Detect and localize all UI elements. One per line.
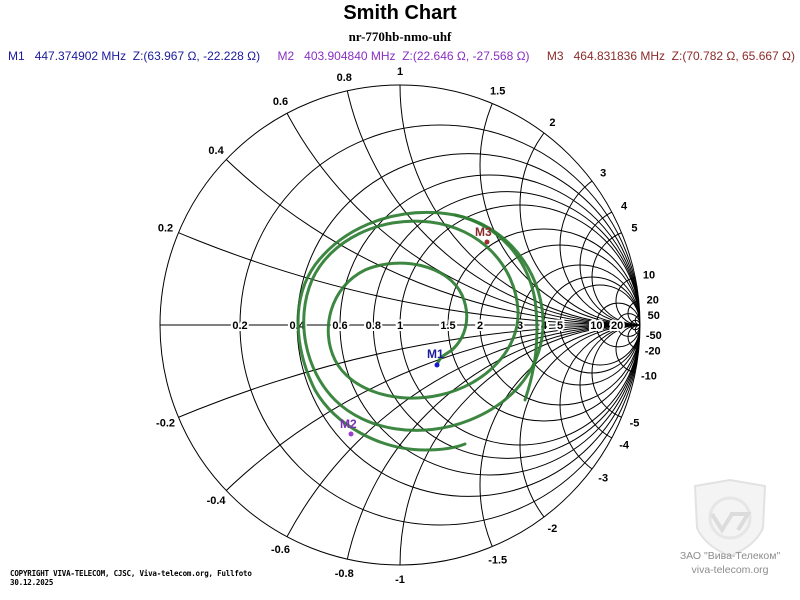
svg-text:-0.4: -0.4 [207, 495, 227, 507]
marker-m2[interactable]: M2 [340, 417, 357, 437]
svg-text:50: 50 [648, 310, 660, 322]
marker-frequency: 403.904840 MHz [304, 49, 396, 63]
svg-text:-20: -20 [645, 345, 661, 357]
svg-text:0.8: 0.8 [366, 320, 381, 332]
watermark-company: ЗАО "Вива-Телеком" [679, 550, 781, 562]
marker-impedance: Z:(70.782 Ω, 65.667 Ω) [671, 49, 796, 63]
marker-readout-m2: M2 403.904840 MHz Z:(22.646 Ω, -27.568 Ω… [277, 49, 532, 63]
svg-text:5: 5 [631, 222, 637, 234]
svg-text:-3: -3 [598, 472, 608, 484]
marker-frequency: 447.374902 MHz [34, 49, 127, 63]
svg-text:2: 2 [477, 320, 483, 332]
svg-text:1.5: 1.5 [440, 320, 455, 332]
svg-text:0.2: 0.2 [158, 222, 173, 234]
marker-label-m2: M2 [340, 417, 357, 431]
copyright-date: 30.12.2025 [10, 578, 54, 587]
copyright-line: COPYRIGHT VIVA-TELECOM, CJSC, Viva-telec… [10, 569, 252, 578]
svg-text:1: 1 [397, 66, 403, 78]
marker-m3[interactable]: M3 [475, 225, 492, 245]
marker-impedance: Z:(22.646 Ω, -27.568 Ω) [402, 49, 530, 63]
shield-logo-icon [693, 478, 767, 558]
marker-m1[interactable]: M1 [427, 347, 444, 368]
svg-text:5: 5 [557, 320, 563, 332]
svg-text:-4: -4 [619, 440, 630, 452]
svg-text:0.2: 0.2 [232, 320, 247, 332]
svg-text:-0.2: -0.2 [156, 418, 175, 430]
svg-text:20: 20 [647, 295, 659, 307]
marker-id: M2 [277, 49, 295, 63]
marker-impedance: Z:(63.967 Ω, -22.228 Ω) [132, 49, 261, 63]
watermark-url: viva-telecom.org [691, 564, 769, 576]
svg-text:1.5: 1.5 [490, 86, 505, 98]
svg-text:-50: -50 [646, 330, 662, 342]
impedance-trace-tail [453, 213, 539, 402]
svg-text:-10: -10 [641, 370, 657, 382]
svg-text:3: 3 [600, 168, 606, 180]
marker-id: M3 [546, 49, 564, 63]
svg-text:0.8: 0.8 [337, 72, 352, 84]
svg-text:4: 4 [621, 200, 628, 212]
svg-text:-2: -2 [548, 523, 558, 535]
copyright-notice: COPYRIGHT VIVA-TELECOM, CJSC, Viva-telec… [10, 569, 252, 587]
marker-readouts: M1 447.374902 MHz Z:(63.967 Ω, -22.228 Ω… [8, 49, 800, 63]
marker-frequency: 464.831836 MHz [573, 49, 665, 63]
svg-text:-0.6: -0.6 [271, 544, 290, 556]
watermark-logo: ЗАО "Вива-Телеком" viva-telecom.org [660, 478, 800, 588]
svg-text:0.4: 0.4 [208, 145, 224, 157]
marker-readout-m1: M1 447.374902 MHz Z:(63.967 Ω, -22.228 Ω… [8, 49, 263, 63]
impedance-trace [296, 210, 545, 452]
marker-label-m3: M3 [475, 225, 492, 239]
svg-text:-5: -5 [630, 418, 640, 430]
svg-text:2: 2 [549, 117, 555, 129]
svg-text:-1: -1 [395, 574, 405, 586]
svg-text:0.6: 0.6 [332, 320, 347, 332]
svg-text:-0.8: -0.8 [335, 568, 354, 580]
svg-text:0.6: 0.6 [273, 96, 288, 108]
marker-id: M1 [8, 49, 25, 63]
chart-title: Smith Chart [343, 2, 457, 24]
svg-text:1: 1 [397, 320, 403, 332]
marker-label-m1: M1 [427, 347, 444, 361]
chart-subtitle: nr-770hb-nmo-uhf [348, 29, 452, 44]
svg-text:10: 10 [643, 270, 655, 282]
svg-text:3: 3 [517, 320, 523, 332]
marker-readout-m3: M3 464.831836 MHz Z:(70.782 Ω, 65.667 Ω) [547, 49, 795, 63]
svg-text:20: 20 [611, 320, 623, 332]
svg-text:-1.5: -1.5 [488, 554, 507, 566]
svg-text:10: 10 [590, 320, 602, 332]
